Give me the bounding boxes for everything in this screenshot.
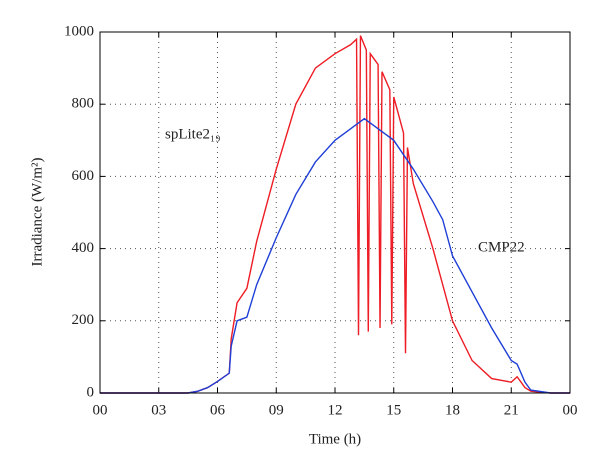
y-tick-label: 600 bbox=[72, 168, 95, 184]
series-annotation: spLite2₁₉ bbox=[165, 126, 220, 142]
series-annotation: CMP22 bbox=[478, 239, 525, 255]
x-tick-label: 09 bbox=[269, 402, 284, 418]
y-axis-label: Irradiance (W/m²) bbox=[29, 157, 45, 266]
x-tick-label: 03 bbox=[151, 402, 166, 418]
x-tick-label: 06 bbox=[210, 402, 226, 418]
x-tick-label: 12 bbox=[328, 402, 343, 418]
data-line bbox=[100, 117, 570, 394]
y-tick-label: 200 bbox=[72, 312, 95, 328]
y-tick-label: 1000 bbox=[64, 23, 94, 39]
x-tick-label: 00 bbox=[93, 402, 108, 418]
x-tick-label: 18 bbox=[445, 402, 460, 418]
y-tick-label: 0 bbox=[87, 384, 95, 400]
x-tick-label: 15 bbox=[386, 402, 401, 418]
y-tick-label: 800 bbox=[72, 96, 95, 112]
plot-frame bbox=[99, 31, 571, 394]
y-tick-label: 400 bbox=[72, 240, 95, 256]
x-axis-label: Time (h) bbox=[309, 431, 361, 447]
data-line bbox=[100, 35, 570, 394]
x-tick-label: 00 bbox=[563, 402, 578, 418]
x-tick-label: 21 bbox=[504, 402, 519, 418]
